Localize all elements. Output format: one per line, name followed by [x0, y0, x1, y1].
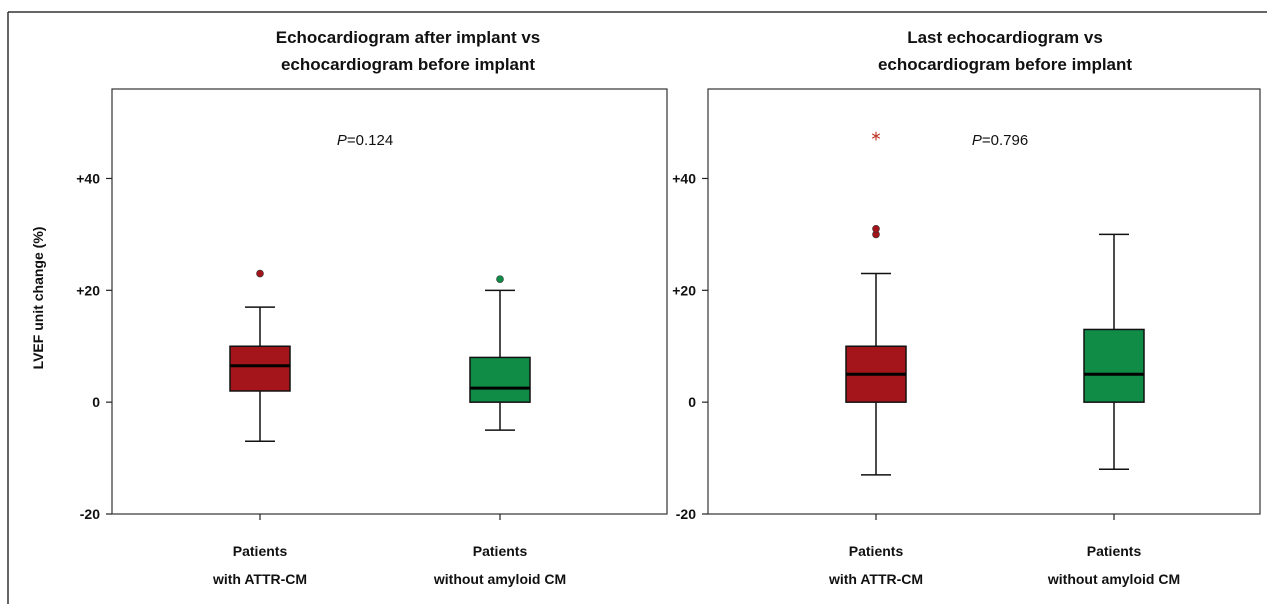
category-label-attr-line-2: with ATTR-CM	[828, 571, 923, 587]
p-value-annotation: P=0.796	[972, 132, 1028, 149]
box-iqr	[469, 356, 531, 403]
category-label-attr-line-1: Patients	[233, 543, 288, 559]
category-label-attr-line-2: with ATTR-CM	[212, 571, 307, 587]
outlier-point	[496, 275, 504, 283]
y-tick-label: 0	[688, 394, 696, 410]
panel-title-line-2: echocardiogram before implant	[878, 55, 1132, 74]
box-iqr	[229, 345, 291, 392]
category-label-non-amyloid-line-2: without amyloid CM	[1047, 571, 1180, 587]
panel-title-line-2: echocardiogram before implant	[281, 55, 535, 74]
y-tick-label: +40	[672, 170, 696, 186]
category-label-non-amyloid-line-1: Patients	[473, 543, 528, 559]
chart-panel-last-echo: Last echocardiogram vs echocardiogram be…	[672, 28, 1261, 587]
plot-area-frame	[707, 88, 1261, 515]
panel-title-line-1: Echocardiogram after implant vs	[276, 28, 541, 47]
p-value-annotation: P=0.124	[337, 132, 393, 149]
panel-title-line-1: Last echocardiogram vs	[907, 28, 1103, 47]
y-axis-label: LVEF unit change (%)	[30, 227, 46, 370]
y-tick-label: +20	[672, 282, 696, 298]
y-tick-label: +20	[76, 282, 100, 298]
y-tick-label: -20	[80, 506, 100, 522]
plot-area-frame	[111, 88, 668, 515]
chart-panel-after-implant: Echocardiogram after implant vs echocard…	[76, 28, 668, 587]
y-tick-label: -20	[676, 506, 696, 522]
category-label-non-amyloid-line-2: without amyloid CM	[433, 571, 566, 587]
y-tick-label: 0	[92, 394, 100, 410]
category-label-attr-line-1: Patients	[849, 543, 904, 559]
extreme-outlier-star: ∗	[870, 129, 882, 145]
outlier-point	[256, 269, 264, 278]
y-tick-label: +40	[76, 170, 100, 186]
category-label-non-amyloid-line-1: Patients	[1087, 543, 1142, 559]
outlier-point	[872, 225, 880, 233]
box-iqr	[1083, 328, 1145, 403]
